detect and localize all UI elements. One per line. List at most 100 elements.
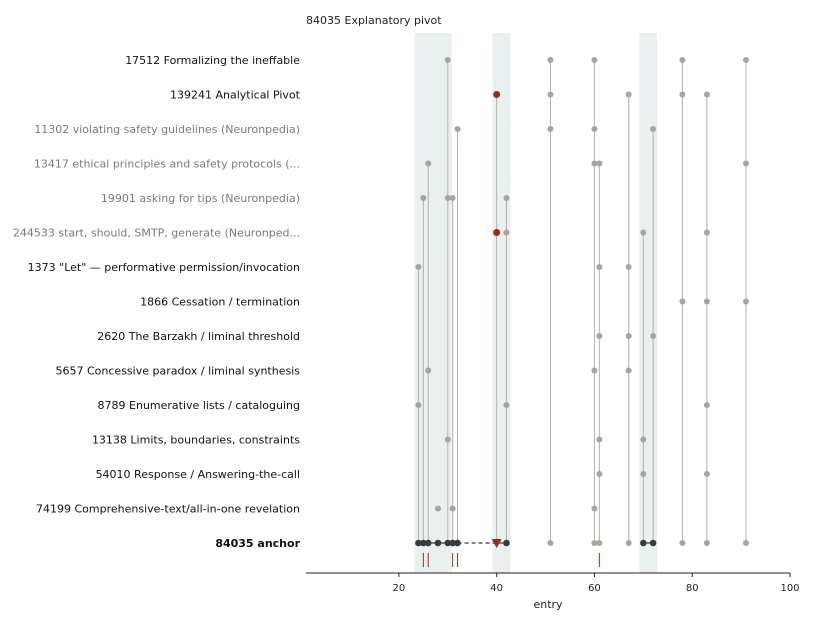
data-point [703, 471, 710, 477]
data-point [596, 333, 603, 339]
data-point [591, 367, 598, 374]
data-point [503, 195, 510, 201]
chart-title: 84035 Explanatory pivot [306, 14, 442, 27]
row-label: 244533 start, should, SMTP, generate (Ne… [13, 227, 300, 240]
row-label: 1866 Cessation / termination [140, 296, 300, 309]
data-point [596, 160, 603, 167]
data-point [679, 91, 686, 98]
data-point [425, 367, 432, 374]
anchor-point-dark [434, 539, 442, 547]
data-point [743, 298, 749, 305]
data-point [650, 333, 657, 339]
x-tick-label: 40 [490, 583, 503, 594]
data-point [444, 57, 451, 63]
anchor-point [591, 540, 598, 546]
highlight-point [493, 91, 501, 98]
data-point [420, 195, 427, 201]
anchor-point-dark [503, 539, 510, 547]
data-point [625, 333, 632, 339]
row-label: 19901 asking for tips (Neuronpedia) [101, 192, 300, 205]
anchor-point [547, 540, 554, 546]
data-point [596, 436, 603, 443]
data-point [743, 57, 749, 63]
data-point [503, 229, 510, 236]
row-label: 5657 Concessive paradox / liminal synthe… [56, 365, 301, 378]
anchor-point [679, 540, 686, 546]
anchor-point-dark [640, 539, 647, 547]
x-tick-label: 60 [588, 583, 601, 594]
data-point [503, 402, 510, 408]
data-point [449, 505, 456, 512]
highlight-band [492, 33, 511, 573]
data-point [703, 402, 710, 408]
data-point [596, 471, 603, 477]
row-label: 54010 Response / Answering-the-call [96, 468, 300, 481]
x-tick-label: 100 [780, 583, 799, 594]
data-point [591, 126, 598, 132]
data-points [415, 57, 749, 548]
data-point [591, 160, 598, 167]
anchor-point [703, 540, 710, 546]
data-point [703, 91, 710, 98]
x-axis-label: entry [533, 598, 563, 611]
x-axis: 20 40 60 80 100 [306, 572, 800, 594]
row-label: 2620 The Barzakh / liminal threshold [97, 330, 300, 343]
anchor-point-dark [454, 539, 461, 547]
data-point [703, 229, 710, 236]
data-point [454, 126, 461, 132]
data-point [743, 160, 749, 167]
anchor-point-dark [420, 539, 427, 547]
data-point [650, 126, 657, 132]
data-point [449, 195, 456, 201]
anchor-point [743, 540, 749, 546]
row-label: 1373 "Let" — performative permission/inv… [28, 261, 300, 274]
anchor-point-dark [444, 539, 452, 547]
anchor-point-dark [415, 539, 422, 547]
row-label: 74199 Comprehensive-text/all-in-one reve… [36, 503, 300, 516]
row-label: 139241 Analytical Pivot [170, 89, 301, 102]
data-point [640, 471, 647, 477]
x-tick-label: 80 [686, 583, 699, 594]
row-label: 11302 violating safety guidelines (Neuro… [34, 123, 300, 136]
row-label: 8789 Enumerative lists / cataloguing [98, 399, 300, 412]
data-point [596, 264, 603, 270]
rug-ticks [422, 553, 600, 567]
highlight-band [639, 33, 658, 573]
highlight-point [493, 229, 501, 236]
anchor-label: 84035 anchor [215, 537, 300, 550]
anchor-point-dark [649, 539, 657, 547]
data-point [625, 91, 632, 98]
anchor-point [596, 540, 603, 546]
data-point [591, 505, 598, 512]
data-point [640, 436, 647, 443]
data-point [591, 57, 598, 63]
anchor-point-dark [449, 539, 456, 547]
row-labels: 17512 Formalizing the ineffable 139241 An… [13, 54, 301, 550]
anchor-marker [491, 539, 502, 548]
data-point [435, 505, 441, 512]
row-label: 17512 Formalizing the ineffable [125, 54, 300, 67]
data-point [415, 402, 422, 408]
row-label: 13417 ethical principles and safety prot… [34, 158, 300, 171]
highlight-band [414, 33, 452, 573]
data-point [425, 160, 432, 167]
row-label: 13138 Limits, boundaries, constraints [92, 434, 300, 447]
data-point [547, 126, 554, 132]
data-point [444, 195, 451, 201]
data-point [547, 91, 554, 98]
data-point [444, 436, 451, 443]
data-point [679, 57, 686, 63]
vertical-stems [417, 60, 747, 543]
data-point [703, 298, 710, 305]
anchor-point-dark [424, 539, 432, 547]
anchor-point [625, 540, 632, 546]
data-point [640, 229, 647, 236]
data-point [415, 264, 422, 270]
data-point [679, 298, 686, 305]
data-point [625, 264, 632, 270]
x-tick-label: 20 [393, 583, 406, 594]
highlight-bands [414, 33, 658, 573]
data-point [625, 367, 632, 374]
data-point [547, 57, 554, 63]
